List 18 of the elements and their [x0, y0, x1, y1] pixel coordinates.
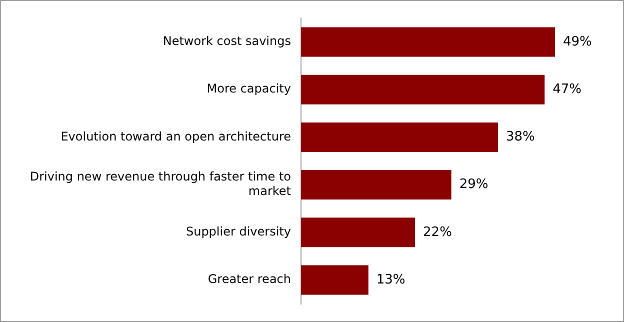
bar — [301, 218, 416, 248]
y-tick-label: Network cost savings — [162, 34, 291, 48]
y-tick-label: More capacity — [206, 82, 291, 96]
data-label: 13% — [376, 272, 406, 288]
y-tick-label: Driving new revenue through faster time to market — [30, 170, 292, 198]
y-tick-label: Supplier diversity — [186, 224, 291, 239]
data-label: 47% — [552, 82, 582, 97]
data-label: 22% — [423, 224, 452, 240]
y-tick-label: Greater reach — [208, 272, 291, 286]
data-label: 49% — [563, 34, 592, 50]
bar — [301, 122, 498, 152]
bar — [301, 170, 452, 200]
data-label: 29% — [459, 177, 488, 192]
bar — [301, 74, 545, 104]
bar — [301, 27, 555, 57]
bar — [301, 265, 368, 295]
data-label: 38% — [506, 130, 535, 145]
y-tick-label: Evolution toward an open architecture — [60, 129, 291, 144]
